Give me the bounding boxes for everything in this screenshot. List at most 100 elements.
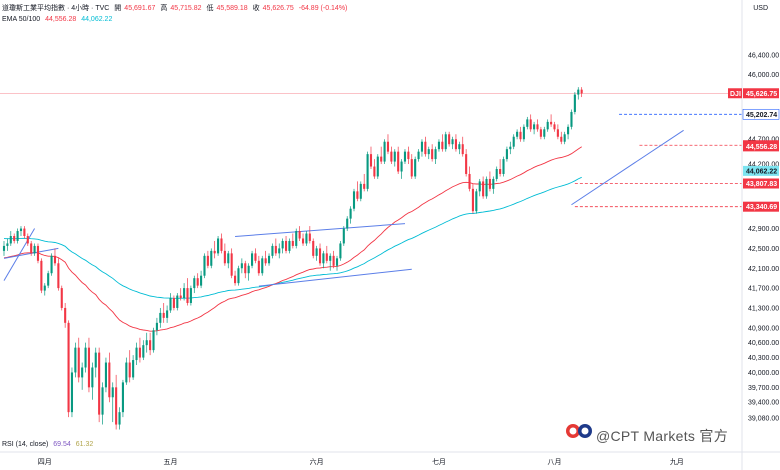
price-tick-label: 39,080.00 bbox=[748, 416, 779, 423]
cpt-logo-icon bbox=[566, 424, 592, 438]
candle-body bbox=[526, 119, 529, 127]
candle-body bbox=[424, 141, 427, 155]
candle-body bbox=[397, 151, 400, 172]
candle-body bbox=[529, 119, 532, 130]
candle-body bbox=[189, 288, 192, 303]
candle-body bbox=[138, 347, 141, 358]
price-label-text: 43,340.69 bbox=[746, 204, 777, 211]
candle-body bbox=[492, 178, 495, 189]
candle-body bbox=[516, 131, 519, 137]
candle-body bbox=[145, 340, 148, 346]
price-tick-label: 40,000.00 bbox=[748, 370, 779, 377]
candle-body bbox=[465, 154, 468, 174]
symbol-legend[interactable]: 道瓊斯工業平均指數 · 4小時 · TVC 開 45,691.67 高 45,715… bbox=[2, 3, 350, 13]
candle-body bbox=[223, 250, 226, 264]
candle-body bbox=[288, 240, 291, 251]
price-label: 44,062.22 bbox=[743, 165, 779, 176]
low-label: 低 bbox=[206, 5, 214, 12]
candle-body bbox=[335, 258, 339, 266]
candle-body bbox=[217, 238, 220, 254]
time-tick-label: 九月 bbox=[670, 457, 684, 466]
time-tick-label: 七月 bbox=[432, 457, 446, 466]
time-tick-label: 八月 bbox=[547, 458, 561, 466]
candle-body bbox=[196, 278, 199, 286]
candle-body bbox=[261, 258, 264, 274]
symbol-title: 道瓊斯工業平均指數 · 4小時 · TVC bbox=[2, 5, 110, 12]
rsi-ma-value: 61.32 bbox=[75, 441, 94, 448]
candle-body bbox=[284, 240, 288, 251]
rsi-legend[interactable]: RSI (14, close) 69.54 61.32 bbox=[2, 441, 96, 448]
candle-body bbox=[533, 124, 536, 130]
high-value: 45,715.82 bbox=[170, 5, 202, 12]
candle-body bbox=[539, 129, 542, 137]
candle-body bbox=[183, 288, 186, 299]
candle-body bbox=[509, 146, 512, 150]
candle-body bbox=[386, 141, 390, 152]
close-label: 收 bbox=[252, 5, 260, 12]
candle-body bbox=[281, 240, 284, 249]
candle-body bbox=[203, 255, 206, 276]
candle-body bbox=[227, 253, 230, 264]
candle-body bbox=[305, 233, 308, 244]
candle-body bbox=[325, 253, 328, 261]
candle-body bbox=[369, 154, 373, 167]
ema-legend[interactable]: EMA 50/100 44,556.28 44,062.22 bbox=[2, 16, 115, 23]
price-tick-label: 42,100.00 bbox=[748, 266, 779, 273]
open-label: 開 bbox=[114, 5, 122, 12]
candle-body bbox=[74, 347, 77, 373]
candle-body bbox=[373, 166, 376, 177]
candle-body bbox=[298, 231, 301, 239]
candle-body bbox=[264, 258, 267, 264]
trendline bbox=[571, 129, 684, 206]
trendline bbox=[235, 223, 406, 237]
candle-body bbox=[193, 278, 196, 289]
time-axis[interactable]: 四月 五月 六月 七月 八月 九月 bbox=[0, 451, 780, 466]
price-tick-label: 44,200.00 bbox=[748, 162, 779, 169]
high-label: 高 bbox=[160, 5, 168, 12]
price-tick-label: 46,000.00 bbox=[748, 72, 779, 79]
candle-body bbox=[57, 263, 60, 289]
candle-body bbox=[380, 156, 383, 162]
candle-body bbox=[502, 159, 505, 174]
candle-body bbox=[519, 131, 522, 140]
candle-body bbox=[91, 367, 94, 388]
candle-body bbox=[556, 129, 559, 137]
price-tick-label: 40,600.00 bbox=[748, 340, 779, 347]
candle-body bbox=[352, 191, 356, 209]
candle-body bbox=[9, 236, 12, 244]
currency-label[interactable]: USD bbox=[753, 5, 768, 12]
price-tick-label: 40,900.00 bbox=[748, 325, 779, 332]
candle-body bbox=[43, 285, 46, 291]
candle-body bbox=[108, 362, 111, 398]
candle-body bbox=[448, 134, 451, 145]
ema-lines bbox=[3, 146, 582, 332]
candle-body bbox=[23, 228, 26, 236]
candle-body bbox=[363, 183, 366, 189]
candle-body bbox=[410, 159, 413, 177]
candle-body bbox=[67, 322, 70, 413]
trendline bbox=[258, 268, 412, 287]
time-tick-label: 四月 bbox=[38, 458, 52, 466]
candle-body bbox=[121, 382, 124, 413]
candle-body bbox=[366, 154, 369, 189]
candle-body bbox=[468, 173, 471, 189]
candle-body bbox=[478, 181, 481, 192]
price-label: 43,807.83 bbox=[743, 178, 779, 189]
time-tick-label: 六月 bbox=[310, 457, 324, 466]
candle-body bbox=[240, 263, 243, 269]
candle-body bbox=[414, 159, 417, 177]
close-value: 45,626.75 bbox=[262, 5, 294, 12]
price-label: 45,202.74 bbox=[742, 108, 780, 120]
price-tick-label: 40,300.00 bbox=[748, 355, 779, 362]
candle-body bbox=[111, 387, 114, 398]
price-label-text: 45,202.74 bbox=[746, 112, 777, 119]
candle-body bbox=[128, 362, 131, 378]
candle-body bbox=[308, 233, 311, 241]
candle-body bbox=[118, 412, 121, 425]
price-tick-label: 41,700.00 bbox=[748, 286, 779, 293]
price-axis[interactable]: 46,400.0046,000.0044,700.0044,200.0042,9… bbox=[741, 0, 779, 470]
candle-body bbox=[132, 360, 135, 378]
candle-body bbox=[26, 236, 29, 244]
